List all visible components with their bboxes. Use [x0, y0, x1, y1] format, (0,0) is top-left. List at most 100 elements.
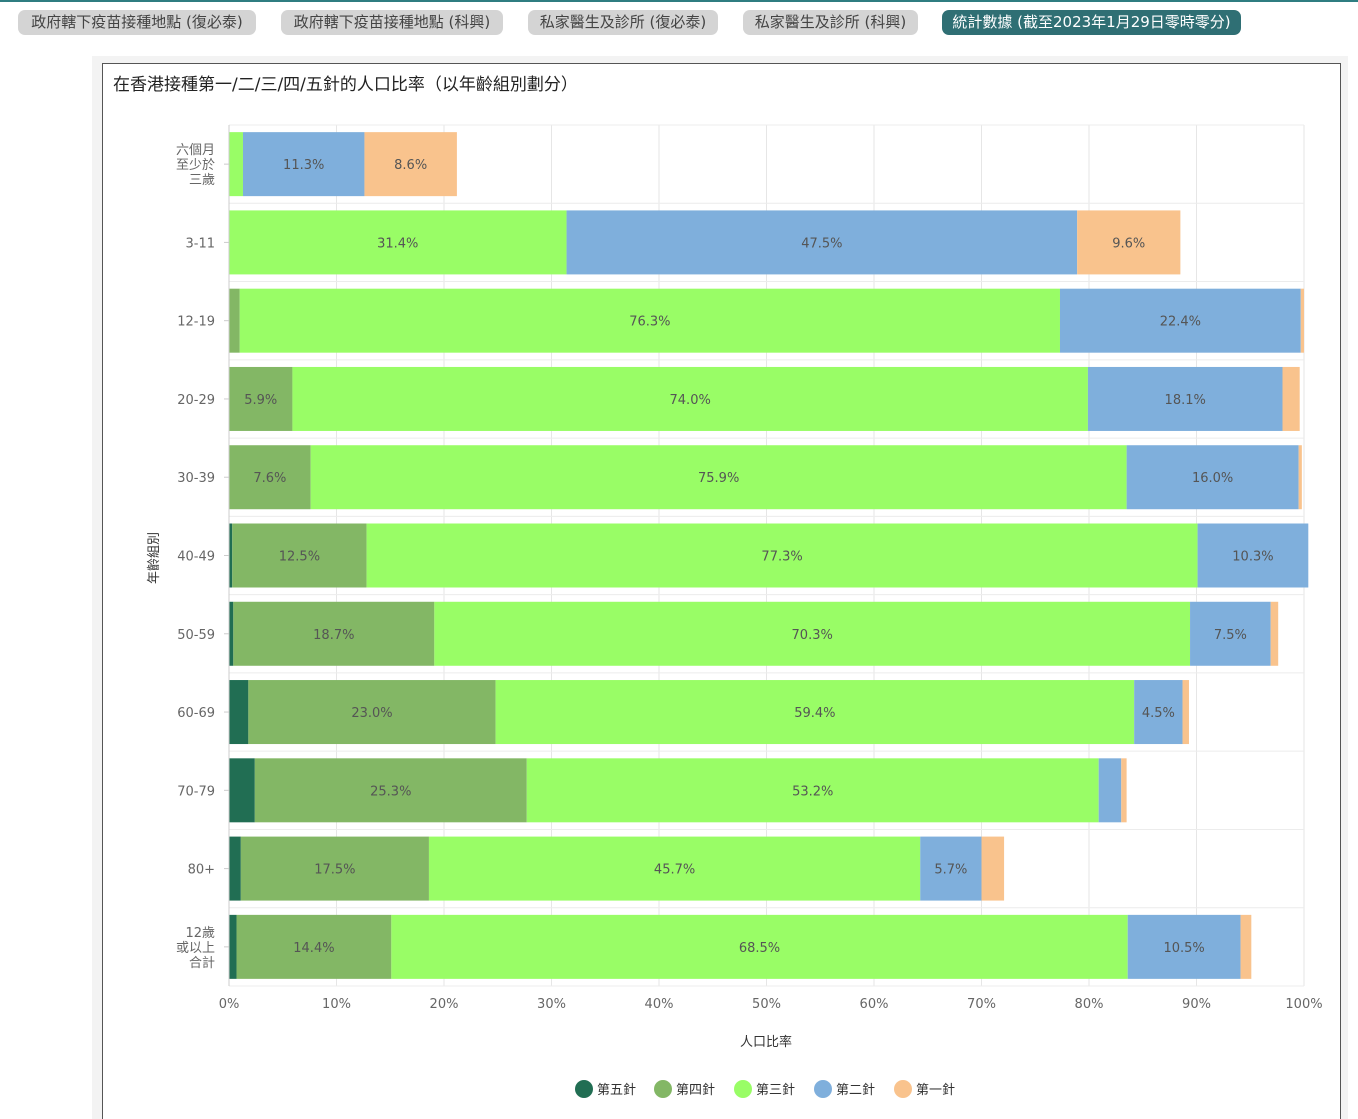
bar-data-label: 9.6%: [1112, 236, 1145, 251]
bar-segment[interactable]: [1270, 601, 1279, 666]
y-category-label: 12-19: [177, 315, 215, 330]
bar-segment[interactable]: [232, 523, 367, 588]
bar-segment[interactable]: [364, 132, 457, 197]
bar-segment[interactable]: [239, 288, 1060, 353]
legend-label: 第一針: [916, 1083, 955, 1098]
tab-statistics[interactable]: 統計數據 (截至2023年1月29日零時零分): [942, 10, 1241, 35]
bar-segment[interactable]: [366, 523, 1198, 588]
legend-item[interactable]: 第一針: [894, 1080, 955, 1098]
bar-segment[interactable]: [229, 366, 293, 431]
y-category-label: 70-79: [177, 784, 215, 799]
bar-segment[interactable]: [920, 836, 982, 901]
bar-data-label: 47.5%: [801, 236, 842, 251]
y-category-label: 六個月: [176, 143, 215, 158]
bar-segment[interactable]: [1240, 914, 1252, 979]
axes: 0% 10% 20% 30% 40% 50% 60% 70% 80% 90% 100% 六個月至少於三…: [176, 125, 1323, 1012]
bar-data-label: 45.7%: [654, 863, 695, 878]
bar-segment[interactable]: [495, 680, 1135, 745]
tab-gov-sites-coronavac[interactable]: 政府轄下疫苗接種地點 (科興): [281, 10, 503, 35]
y-category-label: 30-39: [177, 471, 215, 486]
bar-segment[interactable]: [526, 758, 1099, 823]
bar-segment[interactable]: [229, 132, 243, 197]
bar-data-label: 4.5%: [1142, 706, 1175, 721]
bar-data-label: 12.5%: [279, 550, 320, 565]
bar-segment[interactable]: [1127, 914, 1241, 979]
bar-data-label: 70.3%: [792, 628, 833, 643]
bar-segment[interactable]: [236, 914, 392, 979]
bar-segment[interactable]: [1197, 523, 1309, 588]
bar-segment[interactable]: [566, 210, 1078, 275]
legend-item[interactable]: 第二針: [814, 1080, 875, 1098]
y-category-label: 60-69: [177, 706, 215, 721]
legend-swatch: [575, 1080, 593, 1098]
bar-segment[interactable]: [233, 601, 435, 666]
bar-segment[interactable]: [1121, 758, 1127, 823]
bar-segment[interactable]: [310, 445, 1127, 510]
bar-data-label: 16.0%: [1192, 471, 1233, 486]
bar-segment[interactable]: [1182, 680, 1189, 745]
y-category-label: 3-11: [185, 236, 215, 251]
bar-data-label: 76.3%: [629, 315, 670, 330]
x-tick-label: 50%: [752, 997, 781, 1012]
bar-segment[interactable]: [254, 758, 527, 823]
bar-segment[interactable]: [229, 680, 249, 745]
legend-label: 第五針: [597, 1083, 636, 1098]
bar-segment[interactable]: [1190, 601, 1271, 666]
bar-data-label: 7.5%: [1214, 628, 1247, 643]
tab-gov-sites-comirnaty[interactable]: 政府轄下疫苗接種地點 (復必泰): [18, 10, 256, 35]
bar-data-label: 22.4%: [1160, 315, 1201, 330]
y-category-label: 合計: [189, 955, 215, 971]
bar-data-label: 31.4%: [377, 236, 418, 251]
bar-segment[interactable]: [229, 601, 234, 666]
bar-segment[interactable]: [981, 836, 1005, 901]
legend-swatch: [814, 1080, 832, 1098]
legend-swatch: [654, 1080, 672, 1098]
bar-segment[interactable]: [1300, 288, 1304, 353]
bar-segment[interactable]: [229, 523, 233, 588]
legend[interactable]: 第五針 第四針 第三針 第二針 第一針: [575, 1080, 955, 1098]
bar-data-label: 68.5%: [739, 941, 780, 956]
bar-data-label: 17.5%: [314, 863, 355, 878]
bar-segment[interactable]: [1059, 288, 1301, 353]
bar-segment[interactable]: [229, 836, 241, 901]
bar-segment[interactable]: [229, 210, 567, 275]
bar-segment[interactable]: [1098, 758, 1122, 823]
bar-segment[interactable]: [248, 680, 496, 745]
bar-segment[interactable]: [292, 366, 1088, 431]
bar-segment[interactable]: [1126, 445, 1299, 510]
bar-segment[interactable]: [1298, 445, 1302, 510]
bar-segment[interactable]: [391, 914, 1128, 979]
tab-private-clinics-coronavac[interactable]: 私家醫生及診所 (科興): [743, 10, 918, 35]
legend-label: 第四針: [676, 1083, 715, 1098]
bar-segment[interactable]: [1077, 210, 1181, 275]
bar-segment[interactable]: [242, 132, 365, 197]
bar-segment[interactable]: [428, 836, 921, 901]
y-category-label: 20-29: [177, 393, 215, 408]
y-axis-title: 年齡組別: [147, 532, 162, 584]
x-tick-label: 40%: [645, 997, 674, 1012]
bar-segment[interactable]: [229, 445, 311, 510]
bar-labels: 11.3% 8.6% 31.4% 47.5% 9.6% 76.3% 22.4% 5.9% 74.…: [244, 158, 1273, 956]
y-category-label: 40-49: [177, 550, 215, 565]
legend-item[interactable]: 第五針: [575, 1080, 636, 1098]
legend-item[interactable]: 第三針: [734, 1080, 795, 1098]
bar-segment[interactable]: [229, 288, 240, 353]
legend-item[interactable]: 第四針: [654, 1080, 715, 1098]
bar-data-label: 11.3%: [283, 158, 324, 173]
bar-segment[interactable]: [434, 601, 1191, 666]
bar-segment[interactable]: [1282, 366, 1300, 431]
bar-data-label: 5.9%: [244, 393, 277, 408]
bar-segment[interactable]: [240, 836, 429, 901]
bar-data-label: 5.7%: [934, 863, 967, 878]
bar-segment[interactable]: [229, 758, 255, 823]
bar-segment[interactable]: [1134, 680, 1183, 745]
bar-segment[interactable]: [229, 914, 237, 979]
x-tick-label: 60%: [860, 997, 889, 1012]
bar-segment[interactable]: [1087, 366, 1283, 431]
y-category-label: 12歲: [185, 926, 215, 941]
x-tick-label: 80%: [1075, 997, 1104, 1012]
bars: [229, 132, 1309, 979]
bar-data-label: 10.3%: [1232, 550, 1273, 565]
tab-private-clinics-comirnaty[interactable]: 私家醫生及診所 (復必泰): [528, 10, 718, 35]
legend-swatch: [734, 1080, 752, 1098]
